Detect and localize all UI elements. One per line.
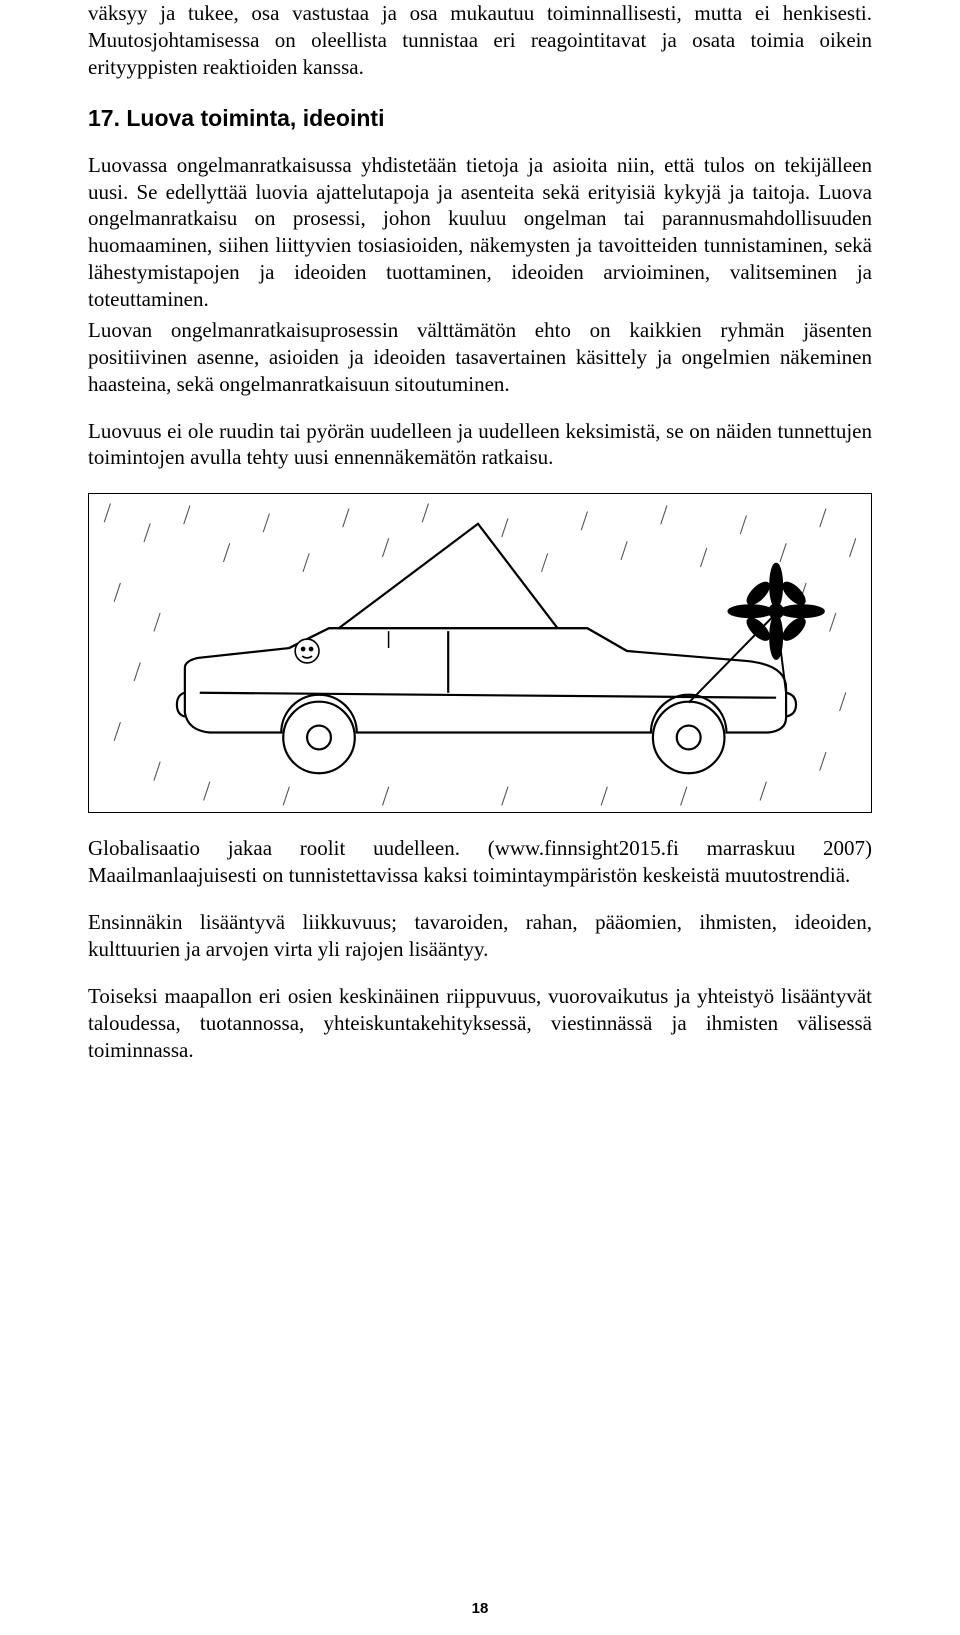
paragraph-6: Ensinnäkin lisääntyvä liikkuvuus; tavaro… [88,909,872,963]
paragraph-2: Luovassa ongelmanratkaisussa yhdistetään… [88,152,872,313]
car-sail-svg [89,494,871,812]
driver-face [295,639,319,663]
paragraph-7: Toiseksi maapallon eri osien keskinäinen… [88,983,872,1064]
paragraph-4: Luovuus ei ole ruudin tai pyörän uudelle… [88,418,872,472]
section-title: 17. Luova toiminta, ideointi [88,105,872,132]
paragraph-5: Globalisaatio jakaa roolit uudelleen. (w… [88,835,872,889]
page: väksyy ja tukee, osa vastustaa ja osa mu… [0,0,960,1635]
page-number: 18 [0,1600,960,1617]
paragraph-1: väksyy ja tukee, osa vastustaa ja osa mu… [88,0,872,81]
illustration-car-sail-rain [88,493,872,813]
paragraph-3: Luovan ongelmanratkaisuprosessin välttäm… [88,317,872,398]
sail-shape [339,524,558,628]
